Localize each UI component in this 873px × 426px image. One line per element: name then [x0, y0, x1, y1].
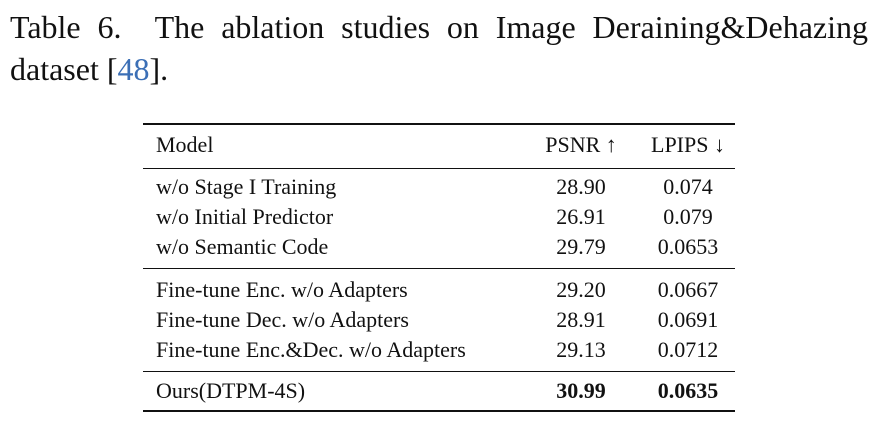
row-model: w/o Initial Predictor — [156, 204, 334, 229]
row-model: w/o Semantic Code — [156, 234, 329, 259]
row-psnr: 29.20 — [556, 277, 606, 302]
row-lpips: 0.079 — [663, 204, 713, 229]
bottom-rule — [143, 410, 735, 412]
row-lpips: 0.0653 — [657, 234, 719, 259]
row-model: Fine-tune Dec. w/o Adapters — [156, 307, 409, 332]
row-psnr: 29.13 — [556, 337, 606, 362]
row-lpips: 0.0691 — [657, 307, 719, 332]
row-model: w/o Stage I Training — [156, 174, 337, 199]
header-psnr: PSNR ↑ — [545, 132, 617, 157]
caption-label: Table 6. — [10, 9, 122, 45]
row-model: Fine-tune Enc. w/o Adapters — [156, 277, 408, 302]
caption-suffix: ]. — [149, 51, 169, 87]
caption-text: The ablation studies on Image Deraining&… — [10, 9, 869, 87]
row-lpips: 0.0712 — [657, 337, 719, 362]
header-model: Model — [156, 132, 214, 157]
table-caption: Table 6. The ablation studies on Image D… — [10, 6, 868, 90]
row-model: Fine-tune Enc.&Dec. w/o Adapters — [156, 337, 466, 362]
row-psnr: 28.91 — [556, 307, 606, 332]
row-lpips: 0.0667 — [657, 277, 719, 302]
row-psnr: 26.91 — [556, 204, 606, 229]
row-psnr: 29.79 — [556, 234, 606, 259]
ablation-table: Model PSNR ↑ LPIPS ↓ w/o Stage I Trainin… — [143, 123, 735, 412]
top-rule — [143, 123, 735, 125]
row-model: Ours(DTPM-4S) — [156, 378, 306, 403]
row-lpips: 0.074 — [663, 174, 713, 199]
row-psnr-best: 30.99 — [556, 378, 606, 403]
header-lpips: LPIPS ↓ — [651, 132, 725, 157]
header-rule — [143, 168, 735, 169]
row-lpips-best: 0.0635 — [657, 378, 719, 403]
group-rule — [143, 371, 735, 372]
group-rule — [143, 268, 735, 269]
row-psnr: 28.90 — [556, 174, 606, 199]
citation-link[interactable]: 48 — [117, 51, 150, 87]
